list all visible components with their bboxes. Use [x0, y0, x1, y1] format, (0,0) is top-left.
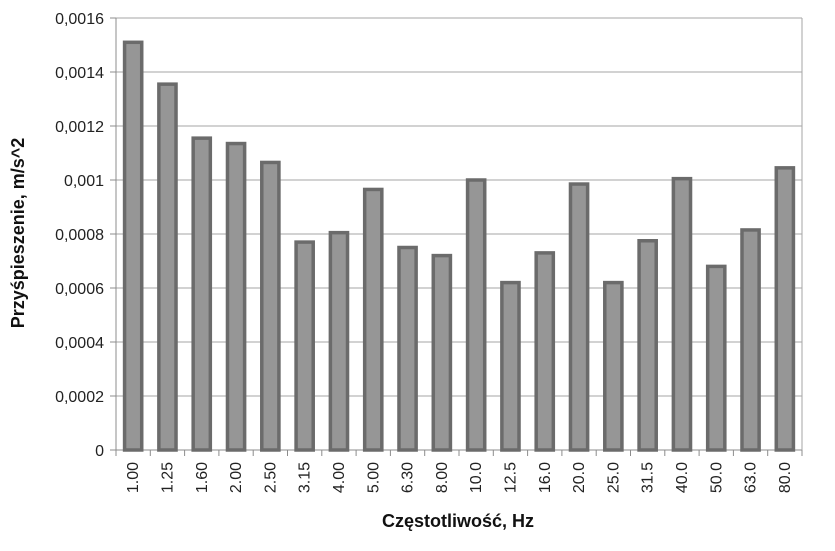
y-tick-label: 0 [95, 443, 104, 460]
x-tick-label: 20.0 [571, 462, 588, 493]
x-tick-label: 4.00 [331, 462, 348, 493]
x-tick-label: 2.50 [262, 462, 279, 493]
bar-3.15 [294, 240, 315, 452]
bar-16.0 [534, 251, 556, 452]
x-tick-label: 50.0 [708, 462, 725, 493]
x-tick-label: 31.5 [640, 462, 657, 493]
x-axis-ticks: 1.00 1.25 1.60 2.00 2.50 3.15 4.00 5.00 6.30 8.00… [125, 462, 794, 493]
x-tick-label: 63.0 [743, 462, 760, 493]
y-tick-label: 0,0016 [55, 11, 104, 28]
x-tick-label: 5.00 [365, 462, 382, 493]
y-axis-title: Przyśpieszenie, m/s^2 [8, 138, 28, 329]
x-tick-label: 6.30 [400, 462, 417, 493]
x-tick-label: 8.00 [434, 462, 451, 493]
bar-80.0 [774, 166, 796, 452]
bar-1.00 [122, 40, 144, 452]
x-tick-label: 40.0 [674, 462, 691, 493]
x-tick-label: 12.5 [502, 462, 519, 493]
bar-10.0 [465, 178, 487, 452]
x-tick-label: 10.0 [468, 462, 485, 493]
bar-31.5 [637, 239, 658, 452]
x-tick-label: 1.25 [159, 462, 176, 493]
bar-1.60 [191, 136, 213, 452]
bar-1.25 [157, 82, 178, 452]
y-axis-ticks: 0 0,0002 0,0004 0,0006 0,0008 0,001 0,0012 0,00… [55, 11, 104, 460]
y-tick-label: 0,001 [64, 173, 104, 190]
x-tick-label: 2.00 [228, 462, 245, 493]
y-tick-label: 0,0008 [55, 227, 104, 244]
bar-40.0 [671, 176, 693, 452]
bar-5.00 [362, 187, 384, 452]
bar-12.5 [500, 280, 521, 452]
x-tick-label: 80.0 [777, 462, 794, 493]
bars [122, 40, 796, 452]
x-tick-label: 16.0 [537, 462, 554, 493]
y-tick-label: 0,0004 [55, 335, 104, 352]
gridlines [110, 17, 803, 456]
y-tick-label: 0,0014 [55, 65, 104, 82]
bar-20.0 [568, 182, 590, 452]
bar-6.30 [397, 245, 418, 452]
bar-2.00 [225, 141, 247, 452]
x-tick-label: 1.60 [194, 462, 211, 493]
y-tick-label: 0,0006 [55, 281, 104, 298]
x-tick-label: 3.15 [297, 462, 314, 493]
x-tick-label: 1.00 [125, 462, 142, 493]
x-tick-label: 25.0 [605, 462, 622, 493]
bar-25.0 [603, 280, 624, 452]
y-tick-label: 0,0002 [55, 389, 104, 406]
bar-8.00 [431, 253, 453, 452]
bar-63.0 [740, 228, 761, 452]
y-tick-label: 0,0012 [55, 119, 104, 136]
bar-50.0 [705, 264, 727, 452]
x-axis-title: Częstotliwość, Hz [382, 511, 534, 531]
bar-2.50 [260, 160, 281, 452]
bar-4.00 [328, 230, 350, 452]
